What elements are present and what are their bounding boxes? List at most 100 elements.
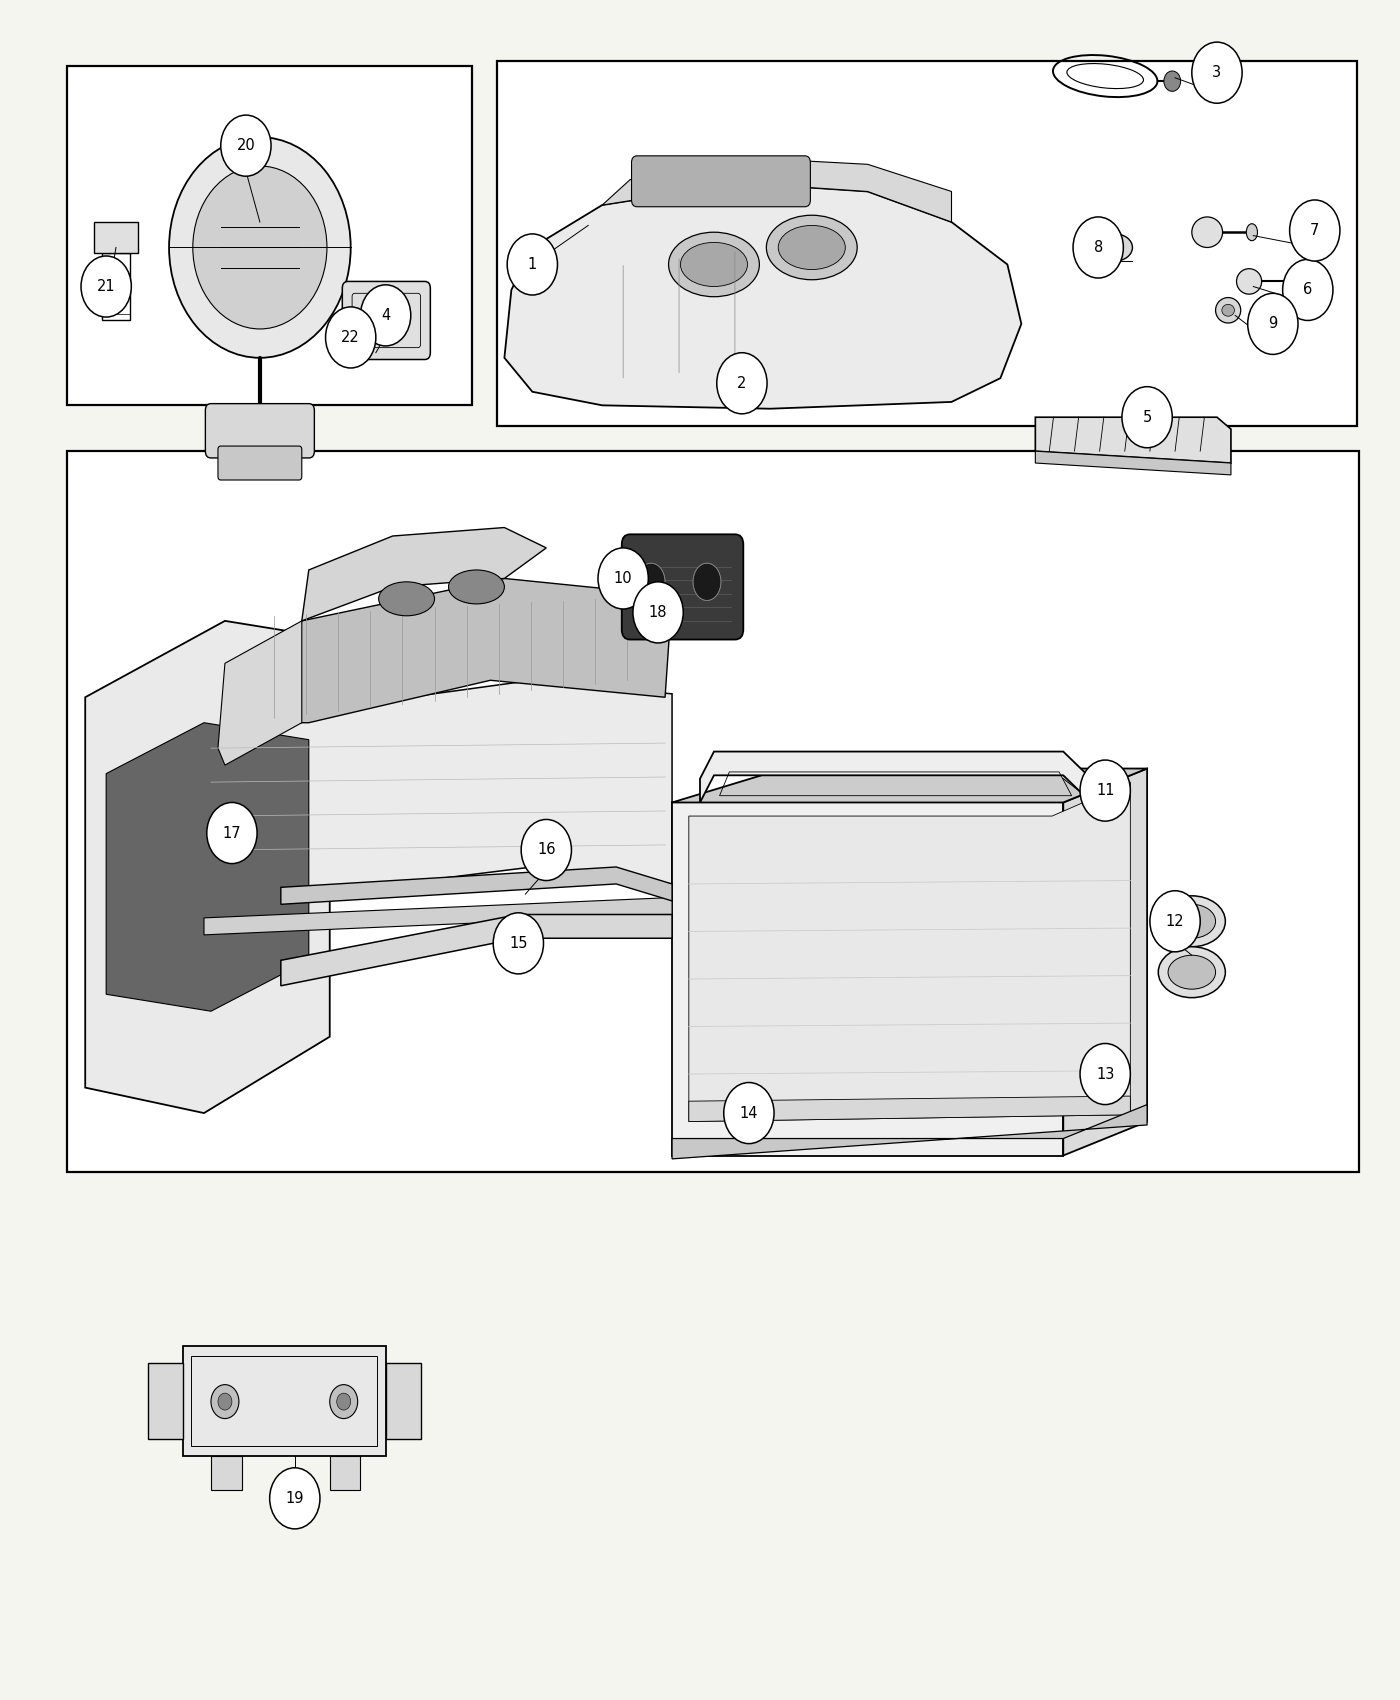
Polygon shape — [204, 680, 672, 935]
Circle shape — [360, 286, 410, 345]
Circle shape — [717, 352, 767, 413]
Polygon shape — [1036, 416, 1231, 462]
Circle shape — [193, 167, 328, 330]
Circle shape — [1149, 891, 1200, 952]
Text: 21: 21 — [97, 279, 115, 294]
Ellipse shape — [680, 243, 748, 287]
Circle shape — [1072, 218, 1123, 279]
Text: 6: 6 — [1303, 282, 1312, 297]
Text: 14: 14 — [739, 1105, 759, 1120]
Circle shape — [507, 235, 557, 296]
Ellipse shape — [1158, 947, 1225, 998]
Polygon shape — [1063, 768, 1147, 1156]
FancyBboxPatch shape — [622, 534, 743, 639]
Text: 12: 12 — [1166, 915, 1184, 928]
Polygon shape — [85, 620, 330, 1114]
FancyBboxPatch shape — [631, 156, 811, 207]
Text: 9: 9 — [1268, 316, 1277, 332]
Circle shape — [1289, 201, 1340, 262]
Circle shape — [81, 257, 132, 318]
FancyBboxPatch shape — [192, 1357, 377, 1445]
Circle shape — [207, 802, 258, 864]
Text: 5: 5 — [1142, 410, 1152, 425]
Circle shape — [211, 1384, 239, 1418]
Circle shape — [218, 1392, 232, 1409]
Ellipse shape — [1215, 298, 1240, 323]
Polygon shape — [672, 802, 1063, 1156]
Polygon shape — [260, 578, 672, 722]
Circle shape — [326, 308, 375, 367]
Text: 19: 19 — [286, 1491, 304, 1506]
Text: 10: 10 — [613, 571, 633, 586]
Ellipse shape — [1098, 235, 1133, 262]
Polygon shape — [689, 1096, 1130, 1122]
Text: 22: 22 — [342, 330, 360, 345]
Text: 3: 3 — [1212, 65, 1222, 80]
FancyBboxPatch shape — [94, 223, 139, 253]
Text: 7: 7 — [1310, 223, 1319, 238]
Ellipse shape — [1168, 904, 1215, 938]
Bar — [67, 66, 472, 405]
FancyBboxPatch shape — [385, 1363, 420, 1438]
Circle shape — [598, 547, 648, 609]
FancyBboxPatch shape — [211, 1455, 242, 1489]
Polygon shape — [602, 158, 952, 223]
Ellipse shape — [1246, 224, 1257, 241]
Ellipse shape — [448, 570, 504, 603]
Circle shape — [330, 1384, 357, 1418]
Ellipse shape — [1236, 269, 1261, 294]
Ellipse shape — [693, 563, 721, 600]
Polygon shape — [204, 898, 672, 935]
Text: 16: 16 — [538, 843, 556, 857]
Text: 15: 15 — [510, 935, 528, 950]
FancyBboxPatch shape — [183, 1346, 385, 1455]
Polygon shape — [689, 782, 1130, 1122]
Polygon shape — [504, 184, 1022, 408]
Ellipse shape — [378, 581, 434, 615]
Polygon shape — [672, 768, 1147, 802]
Ellipse shape — [778, 226, 846, 270]
Text: 13: 13 — [1096, 1066, 1114, 1081]
FancyBboxPatch shape — [148, 1363, 183, 1438]
Circle shape — [521, 819, 571, 881]
Text: 2: 2 — [738, 376, 746, 391]
Ellipse shape — [669, 233, 759, 298]
Polygon shape — [218, 620, 302, 765]
FancyBboxPatch shape — [330, 1455, 360, 1489]
Bar — [497, 61, 1357, 425]
Polygon shape — [106, 722, 309, 1012]
Circle shape — [1191, 42, 1242, 104]
FancyBboxPatch shape — [343, 282, 430, 359]
Polygon shape — [281, 867, 672, 904]
FancyBboxPatch shape — [206, 403, 315, 457]
Ellipse shape — [1222, 304, 1235, 316]
Circle shape — [493, 913, 543, 974]
Circle shape — [169, 138, 350, 357]
FancyBboxPatch shape — [102, 253, 130, 321]
Circle shape — [724, 1083, 774, 1144]
Polygon shape — [302, 527, 546, 620]
Circle shape — [270, 1467, 321, 1528]
Circle shape — [1282, 260, 1333, 321]
Circle shape — [1079, 1044, 1130, 1105]
Ellipse shape — [1168, 955, 1215, 989]
Ellipse shape — [766, 216, 857, 280]
Text: 8: 8 — [1093, 240, 1103, 255]
Text: 17: 17 — [223, 826, 241, 840]
Text: 20: 20 — [237, 138, 255, 153]
Ellipse shape — [1191, 218, 1222, 248]
Circle shape — [221, 116, 272, 177]
Bar — [67, 450, 1359, 1173]
Text: 4: 4 — [381, 308, 391, 323]
Circle shape — [1121, 386, 1172, 447]
Circle shape — [337, 1392, 350, 1409]
Text: 11: 11 — [1096, 784, 1114, 797]
FancyBboxPatch shape — [351, 294, 420, 347]
Ellipse shape — [1158, 896, 1225, 947]
FancyBboxPatch shape — [218, 445, 302, 479]
Circle shape — [633, 581, 683, 643]
Polygon shape — [700, 751, 1091, 802]
Circle shape — [1079, 760, 1130, 821]
Ellipse shape — [637, 563, 665, 600]
Polygon shape — [672, 1105, 1147, 1159]
